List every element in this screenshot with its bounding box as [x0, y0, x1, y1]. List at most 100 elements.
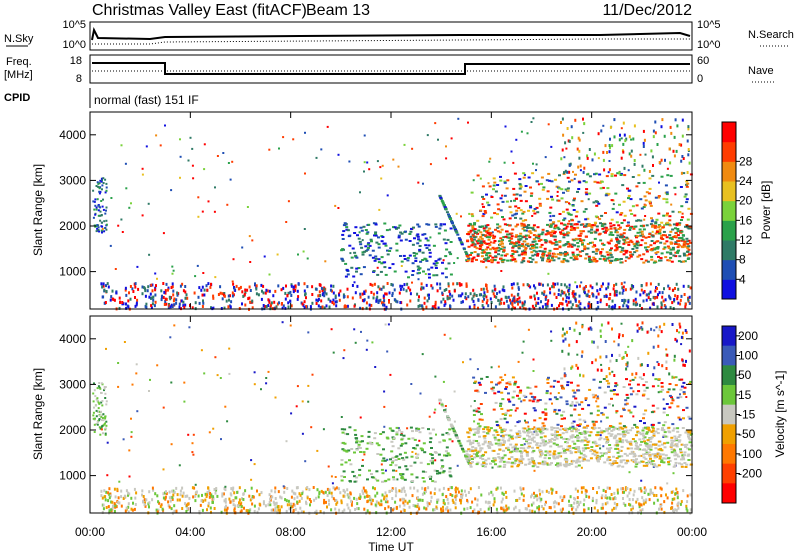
near-range-echo [659, 504, 662, 508]
near-range-echo [300, 496, 303, 500]
near-range-echo [206, 490, 209, 494]
main-band-echo [543, 462, 547, 465]
mid-range-echo [439, 224, 443, 227]
near-range-echo [234, 504, 237, 508]
near-range-echo [613, 306, 616, 310]
near-range-echo [669, 306, 672, 310]
sparse-echo [494, 325, 497, 328]
main-band-echo [467, 448, 471, 451]
near-range-echo [294, 507, 297, 511]
sparse-echo [179, 176, 181, 179]
main-band-echo [655, 465, 659, 468]
high-range-echo [623, 133, 626, 137]
near-range-echo [391, 487, 394, 491]
mid-range-echo [348, 426, 352, 429]
near-range-echo [559, 302, 561, 305]
sparse-echo [630, 138, 633, 141]
mid-range-echo [449, 227, 453, 230]
main-band-echo [610, 429, 614, 432]
near-range-echo [325, 500, 327, 504]
main-band-echo [514, 459, 518, 462]
near-range-echo [576, 285, 579, 289]
near-range-echo [370, 290, 373, 294]
near-range-echo [449, 508, 452, 512]
mid-range-echo [377, 444, 381, 447]
near-range-echo [280, 496, 283, 500]
near-range-echo [122, 497, 125, 500]
mid-range-echo [343, 476, 346, 478]
near-range-echo [402, 501, 405, 505]
main-band-echo [645, 250, 649, 253]
main-band-echo [526, 242, 530, 245]
main-band-echo [687, 248, 691, 251]
near-range-echo [638, 487, 641, 491]
main-band-echo [536, 466, 540, 468]
near-range-echo [132, 290, 135, 293]
main-band-echo [561, 261, 565, 264]
sparse-echo [612, 203, 615, 206]
main-band-echo [537, 239, 541, 242]
upper-band-echo [605, 175, 609, 178]
near-range-echo [434, 306, 437, 310]
main-band-echo [479, 242, 483, 244]
near-range-echo [204, 498, 207, 502]
near-range-echo [264, 291, 267, 295]
main-band-echo [590, 228, 594, 231]
near-range-echo [332, 486, 335, 490]
main-band-echo [546, 231, 550, 234]
high-range-echo [673, 154, 676, 158]
main-band-echo [487, 430, 491, 433]
mid-range-echo [354, 226, 358, 229]
main-band-echo [487, 260, 491, 263]
mid-range-echo [402, 458, 406, 461]
mid-range-echo [428, 476, 432, 478]
main-band-echo [469, 229, 473, 232]
high-range-echo [651, 155, 654, 159]
near-range-echo [134, 282, 137, 286]
mid-range-echo [382, 448, 385, 451]
mid-range-echo [426, 239, 430, 242]
main-band-echo [483, 251, 487, 254]
main-band-echo [570, 429, 574, 432]
main-band-echo [629, 239, 633, 242]
main-band-echo [590, 226, 594, 229]
sparse-echo [337, 207, 340, 209]
main-band-echo [577, 449, 581, 452]
sparse-echo [629, 379, 632, 382]
sparse-echo [365, 348, 368, 351]
near-range-echo [600, 496, 603, 500]
near-range-echo [587, 289, 590, 293]
main-band-echo [532, 224, 536, 227]
upper-band-echo [648, 177, 652, 180]
near-range-echo [451, 494, 454, 498]
main-band-echo [645, 464, 649, 467]
main-band-echo [648, 233, 652, 236]
main-band-echo [511, 253, 515, 255]
near-range-echo [251, 299, 254, 303]
upper-band-echo [570, 179, 574, 182]
upper-band-echo [552, 214, 556, 217]
near-range-echo [522, 306, 525, 310]
early-echo [94, 225, 97, 228]
sparse-echo [527, 425, 530, 428]
sparse-echo [411, 147, 414, 150]
main-band-echo [633, 251, 637, 254]
upper-band-echo [586, 173, 590, 176]
early-echo [95, 415, 98, 418]
near-range-echo [444, 507, 447, 511]
main-band-echo [531, 460, 535, 463]
sparse-echo [612, 404, 614, 407]
main-band-echo [564, 251, 567, 253]
main-band-echo [572, 227, 576, 229]
main-band-echo [687, 239, 691, 242]
main-band-echo [492, 236, 496, 239]
mid-range-echo [370, 476, 374, 479]
main-band-echo [611, 234, 615, 236]
near-range-echo [298, 492, 301, 496]
upper-band-echo [503, 180, 507, 183]
main-band-echo [664, 457, 668, 460]
near-range-echo [449, 292, 452, 296]
diagonal-echo [464, 251, 468, 254]
near-range-echo [312, 486, 315, 489]
main-band-echo [561, 232, 565, 235]
